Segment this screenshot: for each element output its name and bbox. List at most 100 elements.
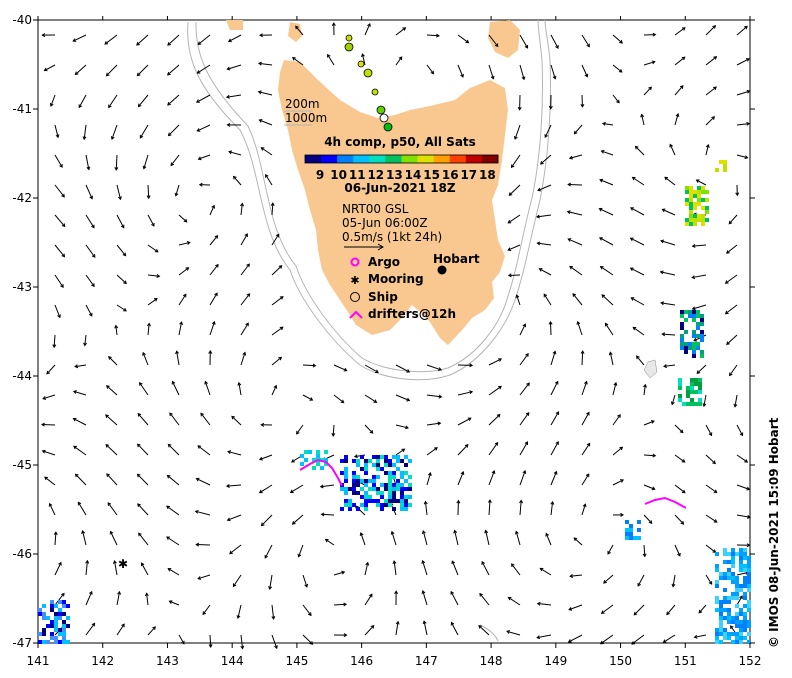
current-vector bbox=[426, 34, 439, 37]
current-vector-head bbox=[275, 233, 280, 238]
sst-pixel bbox=[384, 503, 388, 507]
current-vector-head bbox=[85, 559, 90, 564]
current-vector bbox=[209, 235, 218, 246]
sst-pixel bbox=[384, 487, 388, 491]
current-vector-head bbox=[693, 337, 698, 342]
sst-pixel bbox=[400, 487, 404, 491]
current-vector-head bbox=[215, 263, 219, 268]
current-vector bbox=[479, 593, 490, 606]
current-vector-head bbox=[679, 85, 684, 89]
current-vector bbox=[290, 484, 304, 493]
current-vector bbox=[72, 34, 87, 42]
current-vector-head bbox=[438, 367, 443, 372]
current-vector-head bbox=[620, 479, 624, 483]
sst-pixel bbox=[698, 398, 702, 402]
current-vector bbox=[643, 544, 646, 557]
colorbar-segment bbox=[353, 155, 370, 163]
sst-pixel bbox=[62, 620, 66, 624]
sst-pixel bbox=[696, 342, 700, 346]
current-vector-head bbox=[154, 248, 159, 253]
sst-pixel bbox=[344, 459, 348, 463]
current-vector-head bbox=[289, 489, 294, 493]
sst-pixel bbox=[697, 190, 701, 194]
current-vector bbox=[549, 321, 552, 336]
current-vector-head bbox=[104, 41, 109, 45]
current-vector-head bbox=[114, 167, 119, 171]
current-vector bbox=[271, 326, 284, 336]
sst-pixel bbox=[747, 584, 751, 588]
sst-pixel bbox=[376, 487, 380, 491]
current-vector-head bbox=[691, 243, 696, 248]
current-vector-head bbox=[648, 86, 652, 91]
sst-pixel bbox=[690, 398, 694, 402]
current-vector bbox=[141, 562, 149, 576]
sst-pixel bbox=[376, 463, 380, 467]
sst-pixel bbox=[352, 491, 356, 495]
current-vector bbox=[364, 394, 377, 403]
sst-pixel bbox=[678, 378, 682, 382]
sst-pixel bbox=[300, 462, 304, 466]
current-vector-head bbox=[735, 192, 740, 197]
sst-pixel bbox=[689, 206, 693, 210]
current-vector-head bbox=[693, 634, 698, 639]
current-vector-head bbox=[525, 353, 529, 357]
current-vector bbox=[258, 62, 273, 66]
current-vector-head bbox=[208, 644, 213, 649]
current-vector bbox=[568, 238, 583, 246]
sst-pixel bbox=[344, 499, 348, 503]
sst-pixel bbox=[50, 600, 54, 604]
lon-tick-label: 147 bbox=[415, 654, 438, 668]
current-vector-head bbox=[240, 202, 245, 207]
sst-pixel bbox=[727, 552, 731, 556]
sst-pixel bbox=[743, 556, 747, 560]
sst-pixel bbox=[376, 503, 380, 507]
current-vector-head bbox=[324, 538, 329, 543]
current-vector-head bbox=[309, 397, 314, 401]
sst-pixel bbox=[66, 640, 70, 644]
current-vector bbox=[669, 144, 676, 156]
current-vector bbox=[488, 34, 499, 47]
sst-pixel bbox=[727, 560, 731, 564]
current-vector bbox=[197, 445, 211, 456]
sst-pixel bbox=[58, 616, 62, 620]
sst-pixel bbox=[688, 346, 692, 350]
sst-pixel bbox=[384, 471, 388, 475]
sst-pixel bbox=[404, 503, 408, 507]
current-vector bbox=[166, 536, 180, 546]
sst-pixel bbox=[684, 318, 688, 322]
current-vector bbox=[209, 264, 219, 276]
current-vector bbox=[325, 539, 335, 546]
sst-pixel bbox=[372, 487, 376, 491]
sst-pixel bbox=[352, 475, 356, 479]
current-vector bbox=[543, 293, 552, 306]
current-vector bbox=[85, 274, 95, 287]
current-vector bbox=[612, 479, 624, 486]
sst-pixel bbox=[693, 190, 697, 194]
current-vector-head bbox=[264, 554, 269, 559]
current-vector bbox=[426, 394, 442, 398]
current-vector-head bbox=[568, 155, 573, 160]
current-vector bbox=[233, 176, 242, 186]
current-vector-head bbox=[229, 550, 233, 555]
current-vector-head bbox=[536, 214, 540, 219]
current-vector bbox=[636, 355, 645, 366]
sst-pixel bbox=[694, 390, 698, 394]
sst-pixel bbox=[684, 342, 688, 346]
sst-pixel bbox=[747, 604, 751, 608]
sst-pixel bbox=[690, 386, 694, 390]
current-vector bbox=[612, 414, 621, 426]
colorbar-label: 16 bbox=[442, 168, 459, 182]
current-vector-head bbox=[309, 641, 314, 645]
current-vector-head bbox=[44, 476, 48, 481]
current-vector-head bbox=[746, 58, 750, 62]
current-vector bbox=[508, 274, 521, 277]
sst-pixel bbox=[392, 455, 396, 459]
current-vector bbox=[168, 124, 180, 136]
current-vector-head bbox=[365, 561, 370, 566]
current-vector-head bbox=[726, 341, 730, 346]
current-vector bbox=[674, 544, 681, 557]
longitude-axis: 141 142 143 144 145 146 147 148 149 150 151 152 bbox=[27, 16, 761, 668]
sst-pixel bbox=[719, 612, 723, 616]
current-vector bbox=[612, 382, 617, 396]
current-vector bbox=[481, 561, 490, 576]
